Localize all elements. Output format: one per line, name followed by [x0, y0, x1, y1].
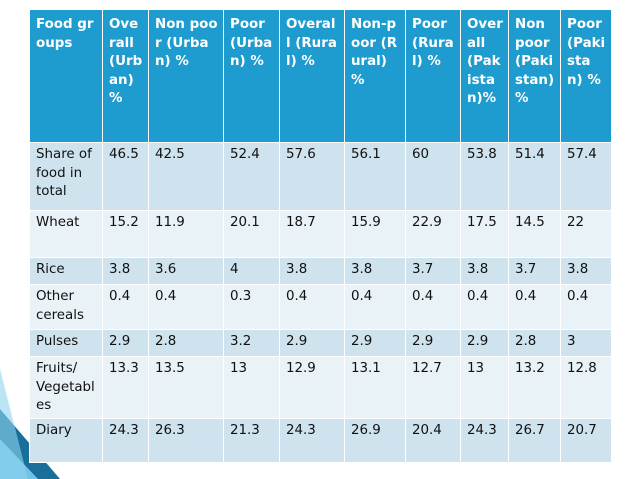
- table-cell: 51.4: [508, 142, 561, 211]
- table-cell: 17.5: [460, 210, 509, 258]
- table-cell: 0.4: [148, 284, 224, 330]
- table-cell: 11.9: [148, 210, 224, 258]
- table-cell: 0.4: [560, 284, 612, 330]
- table-cell: 18.7: [279, 210, 345, 258]
- table-cell: 13.3: [102, 356, 149, 419]
- table-cell: 2.9: [460, 329, 509, 357]
- row-label: Rice: [29, 257, 103, 285]
- table-cell: 3.8: [344, 257, 406, 285]
- table-cell: 21.3: [223, 418, 280, 463]
- table-cell: 2.9: [405, 329, 461, 357]
- table-cell: 13.5: [148, 356, 224, 419]
- header-row: Food groups Overall (Urban) % Non poor (…: [29, 9, 612, 143]
- table-cell: 3.8: [460, 257, 509, 285]
- table-cell: 22: [560, 210, 612, 258]
- table-cell: 46.5: [102, 142, 149, 211]
- table-cell: 3.8: [560, 257, 612, 285]
- table-cell: 0.4: [405, 284, 461, 330]
- table-cell: 4: [223, 257, 280, 285]
- table-cell: 0.4: [344, 284, 406, 330]
- table-row: Diary 24.3 26.3 21.3 24.3 26.9 20.4 24.3…: [29, 418, 612, 463]
- table-cell: 3.7: [508, 257, 561, 285]
- table-row: Pulses 2.9 2.8 3.2 2.9 2.9 2.9 2.9 2.8 3: [29, 329, 612, 357]
- table-cell: 3: [560, 329, 612, 357]
- row-label: Wheat: [29, 210, 103, 258]
- table-row: Other cereals 0.4 0.4 0.3 0.4 0.4 0.4 0.…: [29, 284, 612, 330]
- header-cell: Non poor (Urban) %: [148, 9, 224, 143]
- table-cell: 24.3: [460, 418, 509, 463]
- table-cell: 3.8: [102, 257, 149, 285]
- table-cell: 12.9: [279, 356, 345, 419]
- table-cell: 0.4: [460, 284, 509, 330]
- table-cell: 24.3: [279, 418, 345, 463]
- header-cell: Food groups: [29, 9, 103, 143]
- table-cell: 0.3: [223, 284, 280, 330]
- table-cell: 15.2: [102, 210, 149, 258]
- table-cell: 3.6: [148, 257, 224, 285]
- table-cell: 2.8: [148, 329, 224, 357]
- row-label: Fruits/ Vegetables: [29, 356, 103, 419]
- header-cell: Poor (Urban) %: [223, 9, 280, 143]
- table-row: Wheat 15.2 11.9 20.1 18.7 15.9 22.9 17.5…: [29, 210, 612, 258]
- table-cell: 42.5: [148, 142, 224, 211]
- table-cell: 56.1: [344, 142, 406, 211]
- table-row: Fruits/ Vegetables 13.3 13.5 13 12.9 13.…: [29, 356, 612, 419]
- table-cell: 0.4: [279, 284, 345, 330]
- table-cell: 60: [405, 142, 461, 211]
- row-label: Other cereals: [29, 284, 103, 330]
- table-cell: 26.9: [344, 418, 406, 463]
- table-cell: 13.1: [344, 356, 406, 419]
- table-cell: 20.1: [223, 210, 280, 258]
- table-cell: 13: [460, 356, 509, 419]
- row-label: Share of food in total: [29, 142, 103, 211]
- table-cell: 3.7: [405, 257, 461, 285]
- table-row: Rice 3.8 3.6 4 3.8 3.8 3.7 3.8 3.7 3.8: [29, 257, 612, 285]
- table-cell: 2.9: [344, 329, 406, 357]
- table-cell: 13: [223, 356, 280, 419]
- header-cell: Poor (Pakistan) %: [560, 9, 612, 143]
- table-cell: 12.8: [560, 356, 612, 419]
- table-cell: 0.4: [102, 284, 149, 330]
- table-cell: 24.3: [102, 418, 149, 463]
- table-cell: 53.8: [460, 142, 509, 211]
- table-cell: 2.9: [279, 329, 345, 357]
- table-cell: 14.5: [508, 210, 561, 258]
- table-cell: 2.8: [508, 329, 561, 357]
- table-cell: 20.4: [405, 418, 461, 463]
- table-cell: 12.7: [405, 356, 461, 419]
- header-cell: Non poor (Pakistan) %: [508, 9, 561, 143]
- table-row: Share of food in total 46.5 42.5 52.4 57…: [29, 142, 612, 211]
- row-label: Pulses: [29, 329, 103, 357]
- table-cell: 0.4: [508, 284, 561, 330]
- header-cell: Overall (Rural) %: [279, 9, 345, 143]
- table-cell: 57.6: [279, 142, 345, 211]
- food-groups-table: Food groups Overall (Urban) % Non poor (…: [29, 9, 612, 463]
- header-cell: Poor (Rural) %: [405, 9, 461, 143]
- row-label: Diary: [29, 418, 103, 463]
- table-cell: 3.8: [279, 257, 345, 285]
- table-cell: 3.2: [223, 329, 280, 357]
- table-cell: 13.2: [508, 356, 561, 419]
- table-cell: 22.9: [405, 210, 461, 258]
- table-cell: 26.7: [508, 418, 561, 463]
- table-cell: 20.7: [560, 418, 612, 463]
- table-cell: 57.4: [560, 142, 612, 211]
- table-cell: 52.4: [223, 142, 280, 211]
- header-cell: Non-poor (Rural) %: [344, 9, 406, 143]
- table-cell: 26.3: [148, 418, 224, 463]
- header-cell: Overall (Pakistan)%: [460, 9, 509, 143]
- table-cell: 2.9: [102, 329, 149, 357]
- table-cell: 15.9: [344, 210, 406, 258]
- header-cell: Overall (Urban) %: [102, 9, 149, 143]
